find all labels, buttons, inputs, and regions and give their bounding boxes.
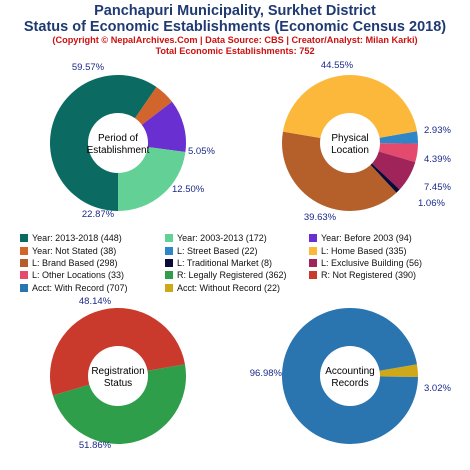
- donut-hole-4: [320, 346, 380, 406]
- chart-header: Panchapuri Municipality, Surkhet Distric…: [0, 3, 470, 57]
- chart-subtitle: Status of Economic Establishments (Econo…: [23, 19, 447, 35]
- legend-swatch: [309, 246, 317, 255]
- legend-item: Year: Before 2003 (94): [309, 232, 459, 244]
- legend-label: Year: 2003-2013 (172): [177, 233, 267, 244]
- legend-item: L: Street Based (22): [165, 244, 309, 256]
- percent-label-2-1: 2.93%: [424, 125, 451, 136]
- center-label-4-2: Records: [331, 378, 368, 389]
- center-label-4-1: Accounting: [325, 366, 374, 377]
- legend-row: Year: Not Stated (38) L: Street Based (22…: [20, 244, 460, 256]
- legend-label: L: Home Based (335): [321, 245, 407, 256]
- center-label-1-1: Period of: [98, 133, 138, 144]
- chart-title: Panchapuri Municipality, Surkhet Distric…: [94, 3, 376, 19]
- percent-label-4-1: 3.02%: [424, 383, 451, 394]
- center-label-3-1: Registration: [91, 366, 144, 377]
- legend-swatch: [20, 258, 28, 267]
- legend-row: Year: 2013-2018 (448) Year: 2003-2013 (17…: [20, 232, 460, 244]
- percent-label-2-2: 4.39%: [424, 154, 451, 165]
- legend-label: L: Street Based (22): [177, 245, 258, 256]
- center-label-1-2: Establishment: [87, 145, 150, 156]
- legend-item: L: Home Based (335): [309, 244, 459, 256]
- center-label-2-2: Location: [331, 145, 369, 156]
- percent-label-2-4: 1.06%: [418, 198, 445, 209]
- percent-label-2-6: 44.55%: [321, 60, 354, 71]
- copyright-note: (Copyright © NepalArchives.Com | Data So…: [52, 35, 418, 45]
- percent-label-1-2: 5.05%: [188, 146, 215, 157]
- legend-item: Year: Not Stated (38): [20, 244, 165, 256]
- slice-2-6: [282, 74, 417, 143]
- legend-item: Year: 2013-2018 (448): [20, 232, 165, 244]
- legend-item: L: Traditional Market (8): [165, 257, 309, 269]
- legend-label: Year: Before 2003 (94): [321, 233, 412, 244]
- percent-label-2-5: 39.63%: [304, 212, 337, 223]
- percent-label-4-2: 96.98%: [250, 368, 283, 379]
- legend-label: L: Brand Based (298): [32, 257, 118, 268]
- legend-swatch: [20, 246, 28, 255]
- percent-label-3-1: 48.14%: [79, 296, 112, 307]
- donut-hole-1: [88, 113, 148, 173]
- legend-label: R: Not Registered (390): [321, 270, 417, 281]
- legend-swatch: [165, 258, 173, 267]
- legend-label: R: Legally Registered (362): [177, 270, 287, 281]
- slice-2-5: [282, 131, 397, 211]
- legend-label: Acct: Without Record (22): [177, 282, 281, 293]
- legend-label: L: Traditional Market (8): [177, 257, 273, 268]
- legend-item: Year: 2003-2013 (172): [165, 232, 309, 244]
- legend-label: L: Other Locations (33): [32, 270, 125, 281]
- legend: Year: 2013-2018 (448) Year: 2003-2013 (17…: [20, 232, 460, 294]
- legend-swatch: [165, 234, 173, 243]
- legend-swatch: [20, 271, 28, 280]
- donut-hole-2: [320, 113, 380, 173]
- legend-row: Acct: With Record (707) Acct: Without Rec…: [20, 282, 460, 294]
- legend-swatch: [165, 271, 173, 280]
- legend-swatch: [165, 283, 173, 292]
- legend-swatch: [309, 258, 317, 267]
- legend-item: R: Not Registered (390): [309, 269, 459, 281]
- legend-item: L: Exclusive Building (56): [309, 257, 459, 269]
- legend-item: Acct: Without Record (22): [165, 282, 309, 294]
- percent-label-1-3: 12.50%: [172, 184, 205, 195]
- center-label-2-1: Physical: [331, 133, 368, 144]
- legend-swatch: [20, 234, 28, 243]
- legend-label: L: Exclusive Building (56): [321, 257, 423, 268]
- legend-item: R: Legally Registered (362): [165, 269, 309, 281]
- legend-item: L: Other Locations (33): [20, 269, 165, 281]
- legend-swatch: [165, 246, 173, 255]
- donut-hole-3: [88, 346, 148, 406]
- total-establishments: Total Economic Establishments: 752: [155, 46, 315, 56]
- percent-label-1-1: 59.57%: [72, 62, 105, 73]
- legend-item: Acct: With Record (707): [20, 282, 165, 294]
- legend-label: Year: Not Stated (38): [32, 245, 117, 256]
- percent-label-2-3: 7.45%: [424, 182, 451, 193]
- legend-swatch: [20, 283, 28, 292]
- legend-swatch: [309, 271, 317, 280]
- percent-label-3-2: 51.86%: [79, 440, 112, 451]
- legend-label: Year: 2013-2018 (448): [32, 233, 122, 244]
- legend-swatch: [309, 234, 317, 243]
- center-label-3-2: Status: [104, 378, 132, 389]
- legend-row: L: Other Locations (33) R: Legally Regist…: [20, 269, 460, 281]
- percent-label-1-4: 22.87%: [82, 209, 115, 220]
- legend-row: L: Brand Based (298) L: Traditional Marke…: [20, 257, 460, 269]
- legend-label: Acct: With Record (707): [32, 282, 128, 293]
- legend-item: L: Brand Based (298): [20, 257, 165, 269]
